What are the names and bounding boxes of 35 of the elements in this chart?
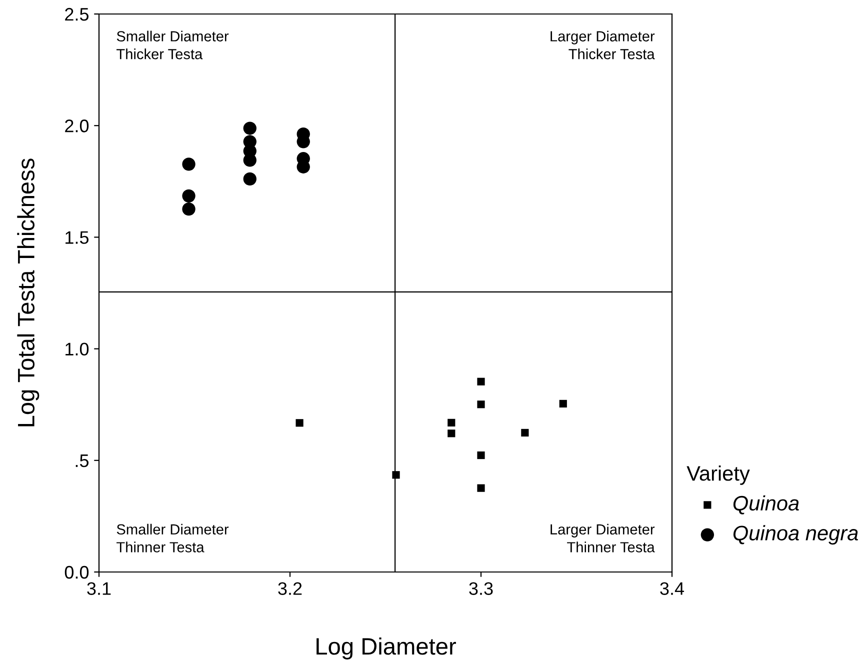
x-tick-label: 3.1: [87, 582, 111, 595]
x-tick-label: 3.4: [660, 582, 684, 595]
point: [243, 154, 256, 167]
annotation: Larger Diameter Thinner Testa: [550, 524, 655, 552]
annotation: Smaller Diameter Thicker Testa: [116, 30, 229, 60]
point: [392, 471, 400, 479]
point: [243, 172, 256, 186]
point: [448, 418, 456, 426]
annotation: Smaller Diameter Thinner Testa: [116, 524, 229, 552]
annotation: Larger Diameter Thicker Testa: [550, 30, 655, 60]
y-tick-label: 2.0: [65, 120, 89, 132]
point: [521, 428, 529, 437]
point: [182, 158, 196, 171]
legend-label: Quinoa negra: [733, 525, 858, 545]
point: [182, 202, 196, 216]
x-axis-title: Log Diameter: [316, 637, 456, 660]
point: [477, 451, 485, 460]
point: [477, 378, 485, 386]
point: [182, 189, 196, 202]
point: [448, 430, 456, 438]
x-tick-label: 3.3: [469, 582, 493, 595]
y-axis-title: Log Total Testa Thickness: [17, 158, 40, 426]
point: [296, 419, 304, 427]
legend-title: Variety: [686, 465, 750, 485]
legend-label: Quinoa: [733, 495, 799, 514]
y-tick-label: 2.5: [65, 8, 89, 21]
point: [477, 484, 485, 492]
y-tick-label: .5: [76, 454, 89, 468]
point: [243, 122, 256, 135]
point: [559, 400, 567, 408]
point: [477, 400, 485, 408]
y-tick-label: 1.5: [66, 231, 89, 244]
y-tick-label: 1.0: [66, 342, 89, 356]
y-tick-label: 0.0: [64, 566, 89, 579]
x-tick-label: 3.2: [278, 582, 302, 595]
